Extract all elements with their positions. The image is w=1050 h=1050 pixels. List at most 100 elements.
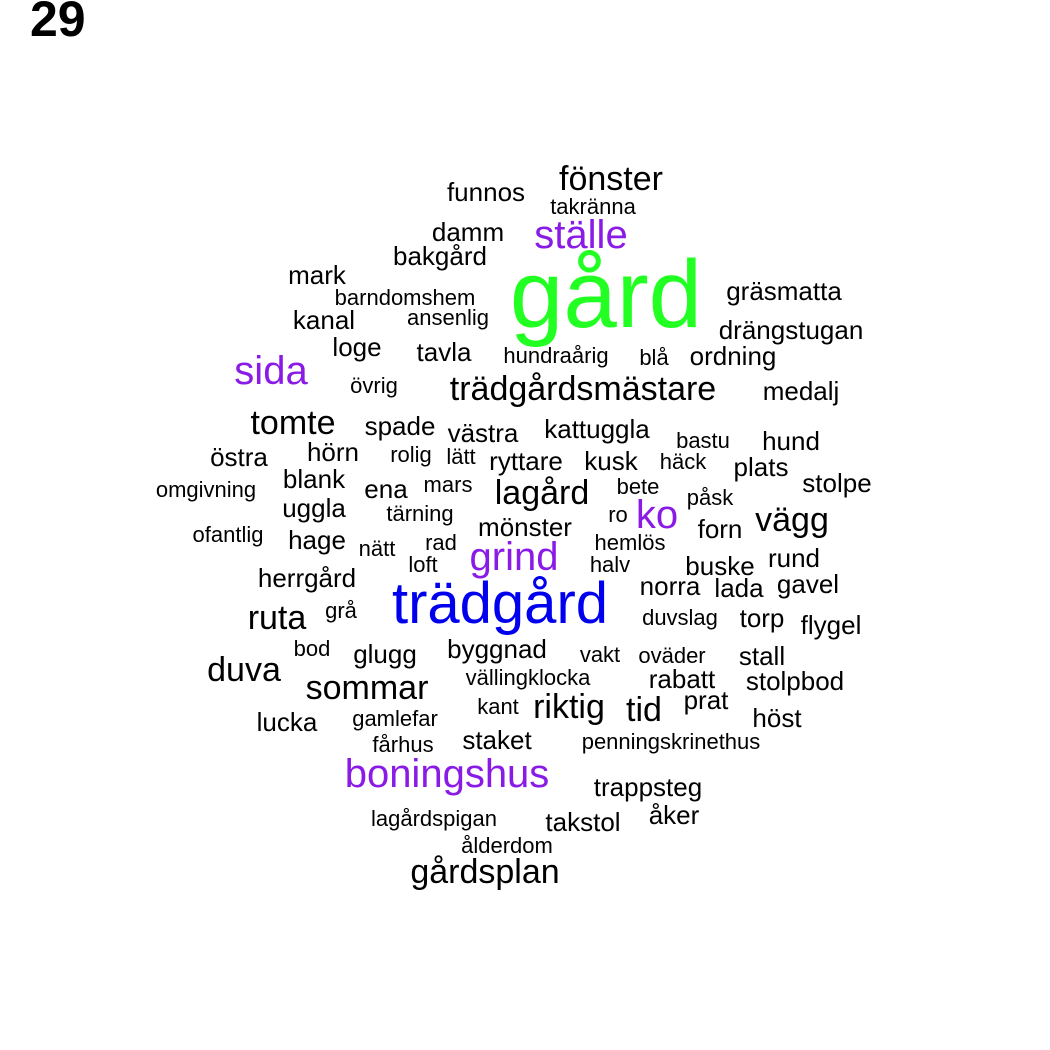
word-item: ryttare	[489, 446, 563, 476]
page-number: 29	[30, 0, 86, 47]
word-item: stolpe	[802, 468, 872, 498]
word-item: lätt	[446, 444, 476, 469]
word-item: ansenlig	[407, 305, 489, 330]
word-item: loft	[408, 552, 438, 577]
word-item: tid	[626, 691, 662, 729]
word-item: gårdsplan	[410, 853, 560, 891]
word-item: trappsteg	[593, 772, 703, 802]
word-item: vakt	[579, 642, 621, 667]
word-item: bod	[293, 636, 331, 661]
word-item: mark	[288, 260, 346, 290]
word-item: loge	[332, 332, 382, 362]
word-item: byggnad	[447, 634, 547, 664]
word-item: gård	[509, 241, 703, 348]
word-item: omgivning	[155, 477, 257, 502]
word-item: ro	[608, 502, 628, 527]
word-item: vägg	[755, 501, 829, 539]
word-item: ko	[635, 493, 679, 537]
word-item: kanal	[292, 305, 356, 335]
word-item: trädgårdsmästare	[449, 370, 717, 408]
word-item: sommar	[305, 669, 429, 707]
word-item: blank	[282, 464, 346, 494]
word-item: barndomshem	[334, 285, 476, 310]
word-item: trädgård	[391, 571, 609, 636]
word-item: rund	[767, 543, 821, 573]
word-item: höst	[752, 703, 802, 733]
word-item: ställe	[534, 213, 628, 257]
word-item: plats	[733, 452, 789, 482]
word-item: mars	[423, 472, 473, 497]
word-item: riktig	[533, 688, 605, 726]
word-item: grå	[325, 598, 357, 623]
word-item: uggla	[282, 493, 346, 523]
word-item: lucka	[256, 707, 318, 737]
word-item: bastu	[676, 428, 730, 453]
word-item: herrgård	[257, 563, 357, 593]
word-item: grind	[469, 535, 559, 579]
word-item: spade	[364, 411, 436, 441]
word-item: övrig	[350, 373, 398, 398]
word-item: hemlös	[594, 530, 666, 555]
word-item: rad	[425, 530, 457, 555]
word-item: medalj	[762, 376, 840, 406]
word-item: norra	[639, 571, 701, 601]
word-item: tärning	[386, 501, 454, 526]
word-item: vällingklocka	[465, 665, 591, 690]
word-item: mönster	[478, 512, 572, 542]
word-item: lagårdspigan	[371, 806, 497, 831]
word-item: hage	[288, 525, 346, 555]
word-item: lagård	[494, 474, 590, 512]
word-item: ordning	[689, 341, 777, 371]
word-item: damm	[431, 217, 505, 247]
word-item: gräsmatta	[726, 276, 842, 306]
word-item: rabatt	[648, 664, 716, 694]
word-item: fårhus	[372, 732, 434, 757]
word-item: flygel	[800, 610, 862, 640]
word-item: ena	[364, 474, 408, 504]
word-item: lada	[714, 573, 764, 603]
word-item: stolpbod	[745, 666, 845, 696]
word-item: boningshus	[344, 752, 550, 796]
word-item: blå	[639, 345, 669, 370]
word-item: funnos	[446, 177, 526, 207]
word-item: stall	[738, 641, 786, 671]
word-item: ofantlig	[192, 522, 264, 547]
word-item: gamlefar	[352, 706, 438, 731]
word-item: ruta	[247, 599, 307, 637]
word-item: tavla	[416, 337, 472, 367]
word-item: halv	[589, 552, 631, 577]
word-item: rolig	[390, 442, 432, 467]
word-item: staket	[462, 725, 532, 755]
word-item: hörn	[306, 437, 360, 467]
word-item: fönster	[559, 160, 663, 198]
word-item: västra	[447, 418, 519, 448]
word-item: glugg	[353, 639, 417, 669]
word-item: duva	[207, 651, 281, 689]
word-item: buske	[685, 551, 755, 581]
word-item: nätt	[358, 536, 396, 561]
word-item: bakgård	[393, 241, 487, 271]
word-item: kant	[477, 694, 519, 719]
word-item: penningskrinethus	[581, 729, 761, 754]
word-item: hundraårig	[503, 343, 609, 368]
word-item: prat	[683, 685, 729, 715]
word-item: sida	[234, 349, 308, 393]
word-item: kusk	[584, 446, 638, 476]
word-item: östra	[210, 442, 268, 472]
word-item: duvslag	[642, 605, 718, 630]
word-item: tomte	[250, 404, 336, 442]
word-item: takränna	[550, 194, 636, 219]
word-item: bete	[616, 474, 660, 499]
word-item: ålderdom	[461, 833, 553, 858]
word-item: påsk	[686, 485, 734, 510]
word-item: takstol	[545, 807, 621, 837]
word-item: oväder	[638, 643, 706, 668]
word-item: gavel	[776, 569, 840, 599]
word-item: kattuggla	[544, 414, 650, 444]
word-item: forn	[697, 514, 743, 544]
word-item: torp	[739, 603, 785, 633]
word-item: hund	[762, 426, 820, 456]
word-item: drängstugan	[718, 315, 864, 345]
word-item: åker	[648, 800, 700, 830]
